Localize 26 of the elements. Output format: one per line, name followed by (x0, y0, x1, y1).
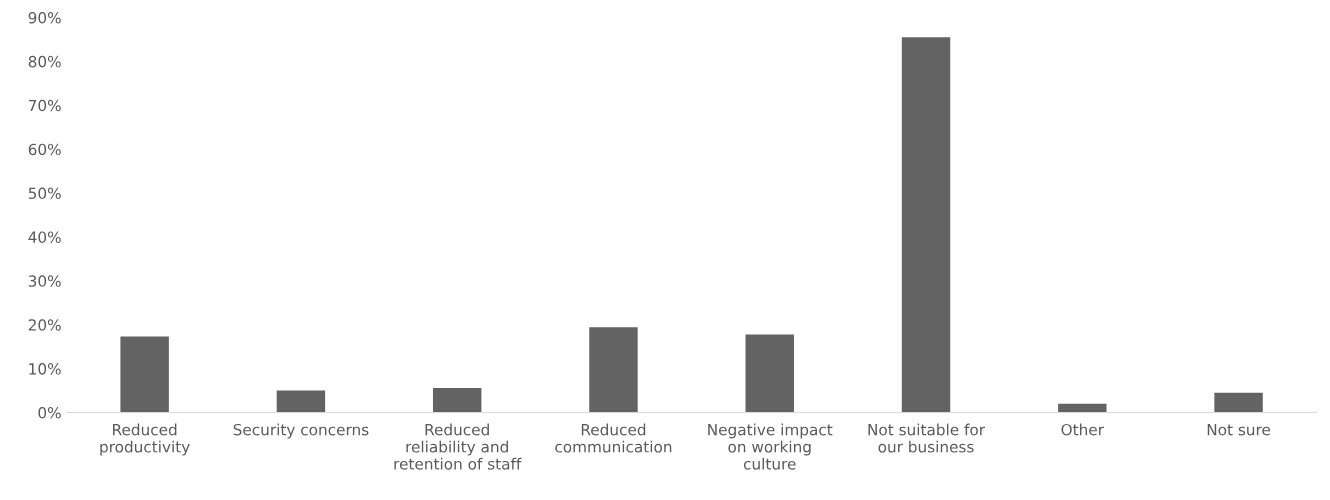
x-tick-label: Reduced productivity (100, 423, 190, 456)
x-tick-label: Reduced reliability and retention of staff (394, 423, 522, 470)
x-tick-label: Negative impact on working culture (708, 423, 833, 470)
x-tick-label: Reduced communication (555, 423, 672, 453)
y-tick-label: 10% (29, 363, 61, 375)
bar (276, 390, 326, 413)
y-tick-label: 70% (28, 99, 61, 112)
bar (745, 334, 794, 413)
y-tick-label: 20% (28, 319, 61, 331)
y-tick-label: 0% (38, 406, 61, 419)
bar (589, 327, 638, 413)
x-tick-label: Security concerns (233, 423, 369, 439)
y-tick-label: 60% (28, 143, 61, 156)
y-tick-label: 50% (28, 187, 61, 200)
y-tick-label: 80% (28, 55, 61, 68)
bar (901, 37, 951, 413)
x-tick-label: Not sure (1207, 424, 1271, 436)
bar (432, 387, 482, 413)
bar (120, 336, 169, 413)
y-tick-label: 90% (28, 11, 61, 24)
bar (1214, 392, 1263, 413)
x-tick-label: Not suitable for our business (868, 423, 986, 453)
y-tick-label: 40% (28, 231, 61, 243)
bar (1058, 403, 1107, 413)
y-tick-label: 30% (28, 275, 61, 287)
x-tick-label: Other (1061, 423, 1104, 436)
